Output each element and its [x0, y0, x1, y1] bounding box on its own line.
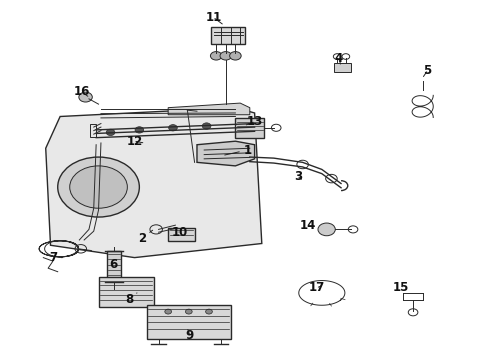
Text: 14: 14 — [299, 219, 316, 232]
FancyBboxPatch shape — [98, 277, 154, 307]
Circle shape — [165, 309, 172, 314]
Text: 11: 11 — [206, 11, 222, 24]
Circle shape — [220, 51, 232, 60]
Text: 15: 15 — [393, 281, 409, 294]
Circle shape — [169, 125, 177, 131]
Circle shape — [58, 157, 139, 217]
Polygon shape — [46, 108, 262, 258]
Text: 10: 10 — [172, 226, 188, 239]
Polygon shape — [211, 27, 245, 44]
Circle shape — [318, 223, 335, 236]
Text: 12: 12 — [126, 135, 143, 148]
FancyBboxPatch shape — [235, 118, 264, 138]
Circle shape — [202, 123, 211, 129]
FancyBboxPatch shape — [107, 251, 121, 282]
Circle shape — [230, 51, 241, 60]
FancyBboxPatch shape — [147, 305, 231, 339]
Circle shape — [70, 166, 127, 208]
Text: 9: 9 — [186, 329, 194, 342]
Text: 2: 2 — [138, 230, 153, 245]
Text: 16: 16 — [74, 85, 90, 98]
Polygon shape — [197, 141, 255, 166]
Text: 6: 6 — [109, 258, 117, 271]
Circle shape — [206, 309, 212, 314]
Text: 13: 13 — [246, 115, 263, 128]
Circle shape — [106, 129, 115, 136]
FancyBboxPatch shape — [168, 228, 195, 241]
Text: 3: 3 — [294, 170, 302, 183]
FancyBboxPatch shape — [334, 63, 351, 72]
Text: 1: 1 — [225, 144, 251, 157]
Text: 4: 4 — [335, 52, 343, 65]
Circle shape — [185, 309, 192, 314]
Circle shape — [210, 51, 222, 60]
Circle shape — [79, 92, 92, 102]
Circle shape — [135, 127, 144, 133]
Polygon shape — [168, 103, 250, 115]
Text: 8: 8 — [125, 293, 137, 306]
Text: 7: 7 — [49, 251, 63, 264]
Text: 17: 17 — [309, 281, 325, 294]
Text: 5: 5 — [423, 64, 432, 77]
